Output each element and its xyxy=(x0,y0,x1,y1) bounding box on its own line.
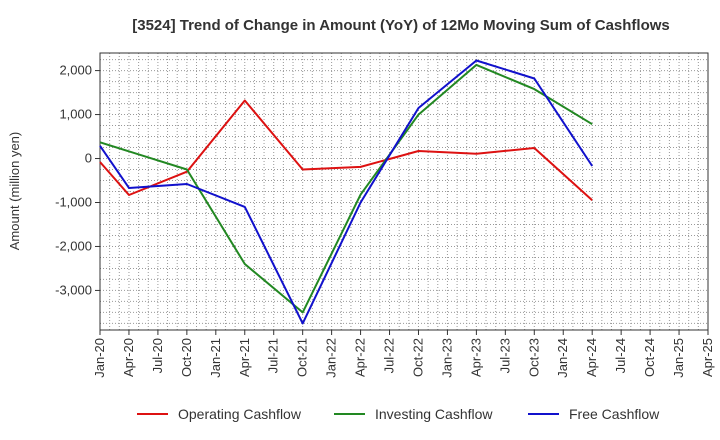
x-tick-label: Oct-23 xyxy=(526,338,541,377)
y-axis-label: Amount (million yen) xyxy=(7,132,22,251)
y-tick-label: -1,000 xyxy=(55,194,92,209)
plot-border xyxy=(99,52,709,331)
legend: Operating Cashflow Investing Cashflow Free… xyxy=(137,406,660,422)
series-line-operating-cashflow xyxy=(99,99,593,202)
y-tick-label: -3,000 xyxy=(55,282,92,297)
y-tick-label: -2,000 xyxy=(55,238,92,253)
x-tick-label: Oct-24 xyxy=(642,338,657,377)
y-tick-label: 0 xyxy=(85,151,92,166)
y-axis-ticks: 2,000 1,000 0 -1,000 -2,000 -3,000 xyxy=(55,63,100,297)
series-line-investing-cashflow xyxy=(99,63,593,314)
x-tick-label: Jan-22 xyxy=(324,338,339,378)
x-tick-label: Jan-25 xyxy=(671,338,686,378)
x-tick-label: Apr-24 xyxy=(584,338,599,377)
series-line-free-cashflow xyxy=(99,59,594,325)
x-tick-label: Apr-21 xyxy=(237,338,252,377)
x-tick-label: Apr-22 xyxy=(353,338,368,377)
x-tick-label: Jul-21 xyxy=(266,338,281,373)
y-tick-label: 2,000 xyxy=(59,63,92,78)
grid-lines xyxy=(99,52,709,331)
x-tick-label: Jul-24 xyxy=(613,338,628,373)
x-tick-label: Jan-20 xyxy=(92,338,107,378)
x-axis-ticks: Jan-20 Apr-20 Jul-20 Oct-20 Jan-21 Apr-21 Jul-… xyxy=(92,330,715,378)
x-tick-label: Jul-20 xyxy=(150,338,165,373)
x-tick-label: Oct-22 xyxy=(410,338,425,377)
legend-label: Investing Cashflow xyxy=(375,406,493,422)
x-tick-label: Apr-25 xyxy=(700,338,715,377)
x-tick-label: Jul-22 xyxy=(382,338,397,373)
legend-label: Free Cashflow xyxy=(569,406,660,422)
x-tick-label: Jul-23 xyxy=(497,338,512,373)
y-tick-label: 1,000 xyxy=(59,107,92,122)
x-tick-label: Apr-20 xyxy=(121,338,136,377)
series-lines xyxy=(99,59,594,325)
x-tick-label: Jan-21 xyxy=(208,338,223,378)
chart-title: [3524] Trend of Change in Amount (YoY) o… xyxy=(132,17,670,34)
x-tick-label: Jan-24 xyxy=(555,338,570,378)
x-tick-label: Apr-23 xyxy=(468,338,483,377)
x-tick-label: Jan-23 xyxy=(439,338,454,378)
legend-label: Operating Cashflow xyxy=(178,406,302,422)
x-tick-label: Oct-21 xyxy=(295,338,310,377)
x-tick-label: Oct-20 xyxy=(179,338,194,377)
